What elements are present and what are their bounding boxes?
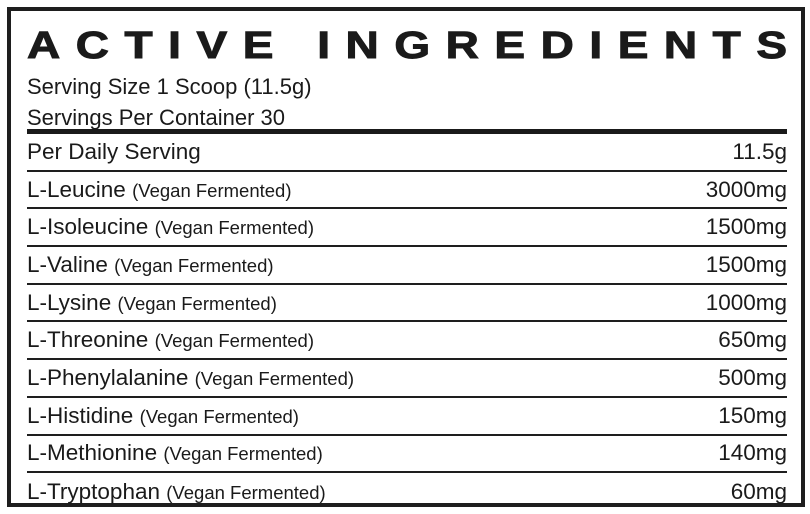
ingredient-note: (Vegan Fermented): [117, 292, 277, 314]
ingredient-amount: 650mg: [718, 327, 787, 353]
ingredient-note: (Vegan Fermented): [114, 254, 274, 276]
serving-size: Serving Size 1 Scoop (11.5g): [27, 74, 312, 99]
ingredient-note: (Vegan Fermented): [139, 405, 299, 427]
per-daily-serving-label: Per Daily Serving: [27, 138, 201, 164]
title-letter: S: [756, 23, 788, 67]
ingredient-name: L-Phenylalanine: [27, 364, 189, 390]
ingredient-name: L-Threonine: [27, 327, 149, 353]
ingredient-note: (Vegan Fermented): [154, 330, 314, 352]
ingredient-label: L-Threonine (Vegan Fermented): [27, 327, 314, 353]
title-letter: [289, 27, 302, 63]
title-letter: D: [540, 23, 574, 67]
ingredient-label: L-Phenylalanine (Vegan Fermented): [27, 365, 354, 391]
ingredient-amount: 500mg: [718, 364, 787, 390]
title-letter: I: [589, 23, 603, 67]
ingredient-label: L-Methionine (Vegan Fermented): [27, 440, 323, 466]
ingredient-row: L-Threonine (Vegan Fermented) 650mg: [27, 322, 787, 361]
ingredient-name: L-Leucine: [27, 176, 126, 202]
title-letter: V: [196, 23, 228, 67]
title-letter: N: [345, 23, 379, 67]
title-letter: I: [168, 23, 182, 67]
title-letter: E: [494, 23, 526, 67]
title-letter: A: [26, 23, 61, 67]
ingredient-row: L-Isoleucine (Vegan Fermented) 1500mg: [27, 209, 787, 248]
thick-divider: [27, 129, 787, 134]
ingredient-note: (Vegan Fermented): [154, 217, 314, 239]
ingredient-name: L-Valine: [27, 251, 108, 277]
ingredient-name: L-Isoleucine: [27, 214, 149, 240]
ingredient-row: L-Phenylalanine (Vegan Fermented) 500mg: [27, 360, 787, 398]
ingredient-amount: 1000mg: [705, 289, 787, 315]
ingredient-row: L-Lysine (Vegan Fermented) 1000mg: [27, 285, 787, 323]
ingredient-name: L-Tryptophan: [27, 479, 160, 505]
servings-per-container: Servings Per Container 30: [27, 105, 286, 130]
ingredient-name: L-Methionine: [27, 440, 158, 466]
ingredient-row: L-Leucine (Vegan Fermented) 3000mg: [27, 172, 787, 210]
ingredient-label: L-Isoleucine (Vegan Fermented): [27, 214, 314, 240]
title-letter: C: [75, 23, 109, 67]
ingredient-name: L-Lysine: [27, 289, 112, 315]
title-letter: N: [663, 23, 698, 67]
ingredient-label: L-Tryptophan (Vegan Fermented): [27, 479, 326, 505]
ingredient-amount: 60mg: [730, 479, 787, 505]
ingredient-name: L-Histidine: [27, 402, 134, 428]
per-daily-serving-amount: 11.5g: [732, 138, 787, 164]
ingredient-amount: 150mg: [718, 402, 787, 428]
title-letter: G: [394, 23, 431, 67]
ingredient-row: L-Histidine (Vegan Fermented) 150mg: [27, 398, 787, 436]
ingredient-row: L-Methionine (Vegan Fermented) 140mg: [27, 436, 787, 474]
ingredient-note: (Vegan Fermented): [166, 482, 326, 504]
title-letter: E: [617, 23, 649, 67]
ingredient-amount: 1500mg: [705, 251, 787, 277]
title-letter: T: [124, 23, 153, 67]
ingredient-label: L-Leucine (Vegan Fermented): [27, 177, 292, 203]
ingredient-label: L-Valine (Vegan Fermented): [27, 252, 274, 278]
ingredient-amount: 1500mg: [705, 214, 787, 240]
ingredient-note: (Vegan Fermented): [163, 443, 323, 465]
title-letter: T: [712, 23, 741, 67]
ingredient-row: L-Valine (Vegan Fermented) 1500mg: [27, 247, 787, 285]
ingredient-amount: 140mg: [718, 440, 787, 466]
ingredient-label: L-Histidine (Vegan Fermented): [27, 403, 299, 429]
per-daily-serving-row: Per Daily Serving 11.5g: [27, 134, 787, 172]
ingredient-amount: 3000mg: [705, 176, 787, 202]
ingredient-label: L-Lysine (Vegan Fermented): [27, 290, 277, 316]
ingredient-row: L-Tryptophan (Vegan Fermented) 60mg: [27, 473, 787, 511]
ingredient-note: (Vegan Fermented): [132, 179, 292, 201]
ingredient-table: Per Daily Serving 11.5g L-Leucine (Vegan…: [27, 134, 787, 511]
ingredient-note: (Vegan Fermented): [194, 367, 355, 389]
title-letter: R: [445, 23, 479, 67]
title-letter: E: [242, 23, 274, 67]
title-letter: I: [317, 23, 331, 67]
